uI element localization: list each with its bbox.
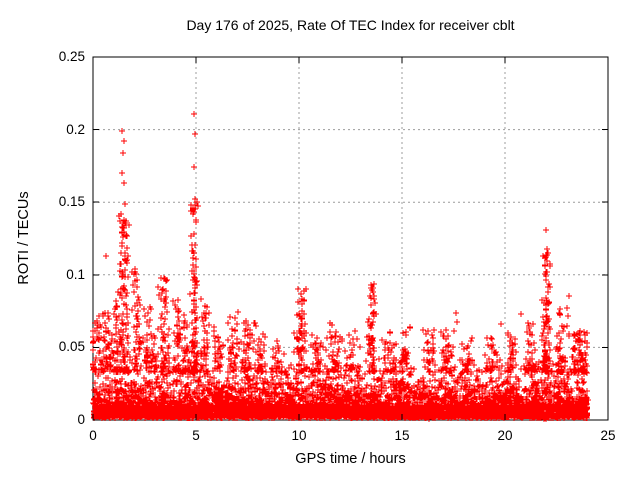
x-axis-label: GPS time / hours	[295, 451, 406, 467]
x-tick-label: 25	[600, 428, 616, 443]
gridlines	[93, 57, 608, 420]
x-tick-label: 0	[89, 428, 97, 443]
chart-title: Day 176 of 2025, Rate Of TEC Index for r…	[186, 17, 515, 33]
y-tick-label: 0.05	[58, 339, 85, 355]
tick-marks	[92, 56, 609, 421]
x-tick-label: 5	[192, 428, 200, 443]
y-tick-label: 0.25	[58, 49, 85, 64]
y-tick-label: 0.2	[66, 121, 85, 137]
x-tick-label: 20	[497, 428, 513, 443]
y-tick-label: 0.15	[58, 194, 85, 210]
x-tick-label: 15	[394, 428, 410, 443]
scatter-points	[90, 111, 591, 422]
y-tick-label: 0	[77, 412, 85, 427]
x-tick-label: 10	[291, 428, 307, 443]
y-tick-label: 0.1	[66, 266, 85, 282]
